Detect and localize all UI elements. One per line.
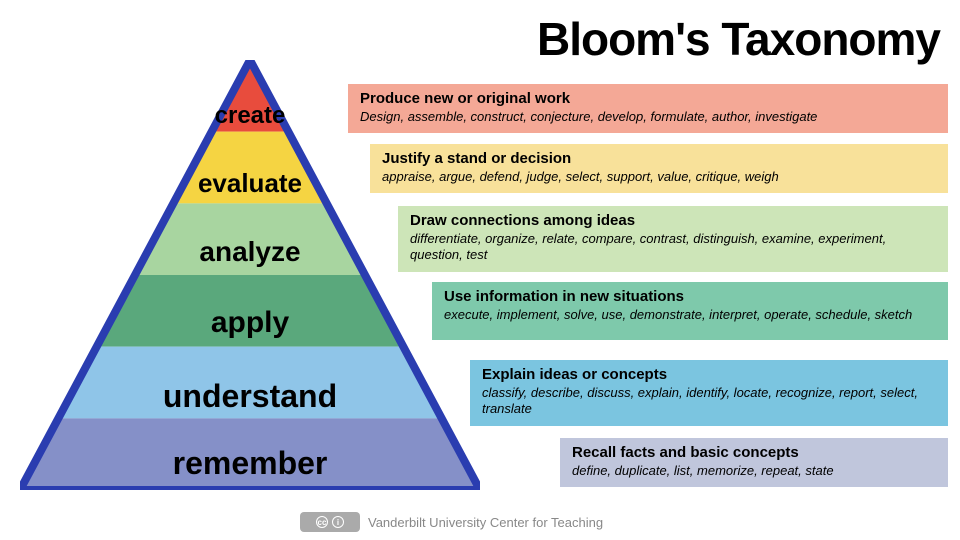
desc-verbs-understand: classify, describe, discuss, explain, id…: [482, 385, 936, 418]
desc-verbs-apply: execute, implement, solve, use, demonstr…: [444, 307, 936, 323]
desc-box-analyze: Draw connections among ideas differentiat…: [398, 206, 948, 272]
pyramid-label-remember: remember: [20, 445, 480, 482]
desc-verbs-remember: define, duplicate, list, memorize, repea…: [572, 463, 936, 479]
pyramid-label-understand: understand: [20, 378, 480, 415]
desc-verbs-analyze: differentiate, organize, relate, compare…: [410, 231, 936, 264]
desc-box-remember: Recall facts and basic concepts define, d…: [560, 438, 948, 487]
desc-heading-remember: Recall facts and basic concepts: [572, 444, 936, 461]
cc-license-icon: cci: [300, 512, 360, 532]
page-title: Bloom's Taxonomy: [537, 12, 940, 66]
desc-box-apply: Use information in new situations execute…: [432, 282, 948, 340]
attribution-text: Vanderbilt University Center for Teachin…: [368, 515, 603, 530]
desc-box-create: Produce new or original work Design, asse…: [348, 84, 948, 133]
desc-box-evaluate: Justify a stand or decision appraise, arg…: [370, 144, 948, 193]
pyramid-label-apply: apply: [20, 306, 480, 340]
desc-verbs-create: Design, assemble, construct, conjecture,…: [360, 109, 936, 125]
attribution: cci Vanderbilt University Center for Tea…: [300, 512, 603, 532]
desc-heading-analyze: Draw connections among ideas: [410, 212, 936, 229]
desc-heading-evaluate: Justify a stand or decision: [382, 150, 936, 167]
desc-heading-create: Produce new or original work: [360, 90, 936, 107]
desc-box-understand: Explain ideas or concepts classify, descr…: [470, 360, 948, 426]
desc-heading-apply: Use information in new situations: [444, 288, 936, 305]
desc-heading-understand: Explain ideas or concepts: [482, 366, 936, 383]
desc-verbs-evaluate: appraise, argue, defend, judge, select, …: [382, 169, 936, 185]
